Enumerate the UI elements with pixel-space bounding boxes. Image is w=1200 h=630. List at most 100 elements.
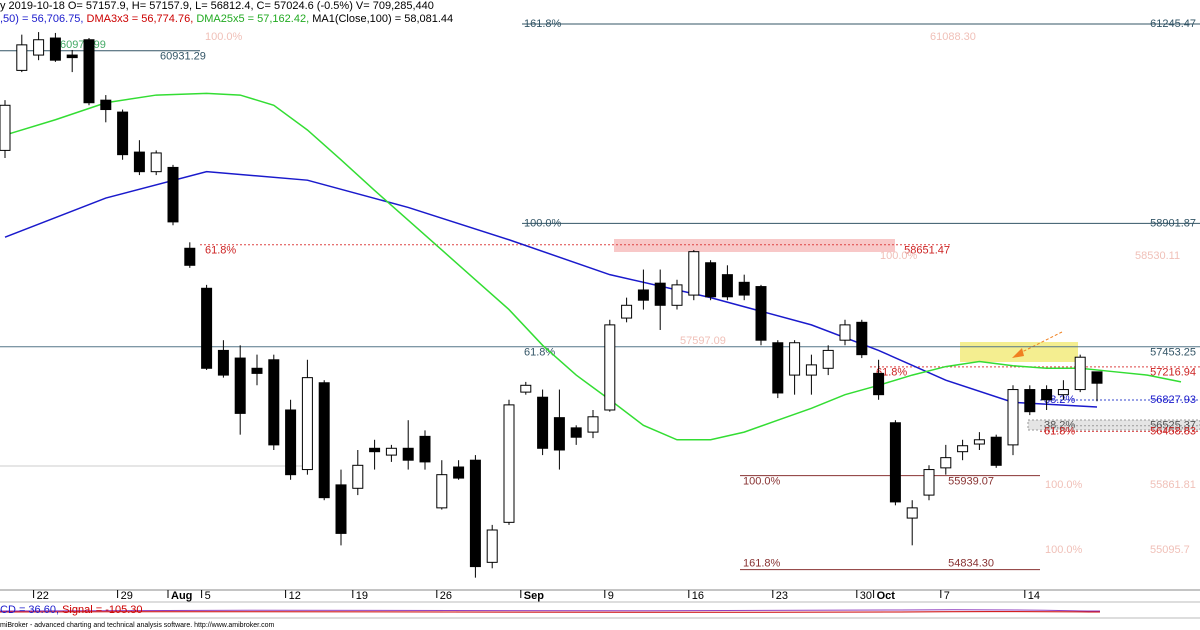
candle-body — [201, 287, 213, 369]
candle-body — [570, 427, 582, 438]
candle-body — [369, 447, 381, 453]
level-pct: 161.8% — [524, 18, 562, 30]
level-pct: 100.0% — [524, 217, 562, 229]
candle-body — [419, 435, 431, 463]
candle-body — [251, 367, 263, 374]
candle-body — [772, 342, 784, 394]
candle-body — [705, 262, 717, 298]
candle-body — [940, 457, 952, 469]
ma-line — [4, 92, 1182, 441]
macd_text-item: CD = 36.60, — [0, 604, 62, 616]
candle-body — [1091, 371, 1103, 384]
faded-label: 55861.81 — [1150, 479, 1196, 491]
candle-body — [889, 422, 901, 503]
candle-body — [688, 251, 700, 296]
indicators-text: ,50) = 56,706.75, DMA3x3 = 56,774.76, DM… — [0, 13, 453, 25]
level-label: 56827.93 — [1150, 394, 1196, 406]
x-tick-label: Oct — [877, 590, 896, 602]
candle-body — [957, 445, 969, 453]
faded-label: 100.0% — [880, 250, 918, 262]
level-label: 61245.47 — [1150, 18, 1196, 30]
arrow — [1015, 331, 1063, 356]
ma-line — [4, 170, 1098, 408]
candle-body — [654, 282, 666, 306]
candle-body — [453, 466, 465, 479]
candle-body — [301, 377, 313, 471]
candle-body — [990, 436, 1002, 466]
x-tick-label: 14 — [1028, 590, 1040, 602]
x-tick-label: 5 — [205, 590, 211, 602]
level-label: 58901.87 — [1150, 217, 1196, 229]
candle-body — [335, 484, 347, 534]
header-text: y 2019-10-18 O= 57157.9, H= 57157.9, L= … — [0, 0, 434, 12]
level-label: 58651.47 — [904, 245, 950, 257]
level-label: 57216.94 — [1150, 367, 1196, 379]
level-label: 60931.29 — [160, 51, 206, 63]
x-tick-label: 9 — [608, 590, 614, 602]
x-tick-label: Aug — [171, 590, 192, 602]
candle-body — [0, 104, 11, 151]
level-label: 55939.07 — [948, 476, 994, 488]
candle-body — [318, 382, 330, 499]
candle-body — [184, 247, 196, 266]
candle-body — [738, 281, 750, 296]
indicators-item: DMA3x3 = 56,774.76, — [87, 13, 197, 25]
header-item: y 2019-10-18 O= 57157.9, H= 57157.9, L= … — [0, 0, 434, 12]
candle-body — [16, 44, 28, 71]
candle-body — [805, 364, 817, 376]
faded-label: 55095.7 — [1150, 544, 1190, 556]
candle-body — [217, 349, 229, 376]
candle-body — [822, 349, 834, 369]
candle-body — [469, 459, 481, 568]
candle-body — [856, 321, 868, 356]
candle-body — [117, 111, 129, 156]
x-tick-label: 22 — [37, 590, 49, 602]
x-tick-label: 23 — [776, 590, 788, 602]
candle-body — [1041, 389, 1053, 401]
x-tick-label: 12 — [289, 590, 301, 602]
candle-body — [755, 286, 767, 341]
faded-label: 60970.99 — [60, 39, 106, 51]
candle-body — [436, 474, 448, 509]
candle-body — [520, 384, 532, 393]
level-label: 56458.83 — [1150, 425, 1196, 437]
candle-body — [150, 152, 162, 173]
candle-body — [604, 324, 616, 411]
candle-body — [100, 99, 112, 111]
candle-body — [721, 274, 733, 298]
level-label: 57453.25 — [1150, 347, 1196, 359]
candle-body — [637, 289, 649, 301]
candle-body — [923, 469, 935, 496]
candle-body — [1074, 356, 1086, 391]
candle-body — [587, 416, 599, 433]
x-tick-label: 29 — [121, 590, 133, 602]
x-tick-label: 26 — [440, 590, 452, 602]
indicators-item: MA1(Close,100) = 58,081.44 — [312, 13, 453, 25]
level-pct: 161.8% — [743, 558, 781, 570]
x-tick-label: 30 — [860, 590, 872, 602]
candle-body — [553, 417, 565, 451]
faded-label: 100.0% — [1045, 544, 1083, 556]
resistance-zone — [614, 239, 895, 252]
faded-label: 58530.11 — [1135, 250, 1180, 262]
candle-body — [83, 39, 95, 104]
candle-body — [1057, 389, 1069, 396]
candle-body — [789, 342, 801, 376]
macd_text-text: CD = 36.60, Signal = -105.30 — [0, 604, 143, 616]
level-label: 56525.37 — [1150, 420, 1196, 432]
candle-body — [33, 39, 45, 56]
candle-body — [621, 304, 633, 319]
level-pct: 61.8% — [1044, 425, 1075, 437]
level-pct: 38.2% — [1044, 420, 1075, 432]
level-pct: 61.8% — [205, 245, 236, 257]
candle-body — [906, 507, 918, 519]
x-tick-label: 19 — [356, 590, 368, 602]
candle-body — [234, 357, 246, 414]
candle-body — [973, 439, 985, 445]
indicators-item: DMA25x5 = 57,162.42, — [196, 13, 312, 25]
macd_text-item: Signal = -105.30 — [62, 604, 142, 616]
candle-body — [66, 54, 78, 59]
faded-label: 100.0% — [205, 31, 243, 43]
